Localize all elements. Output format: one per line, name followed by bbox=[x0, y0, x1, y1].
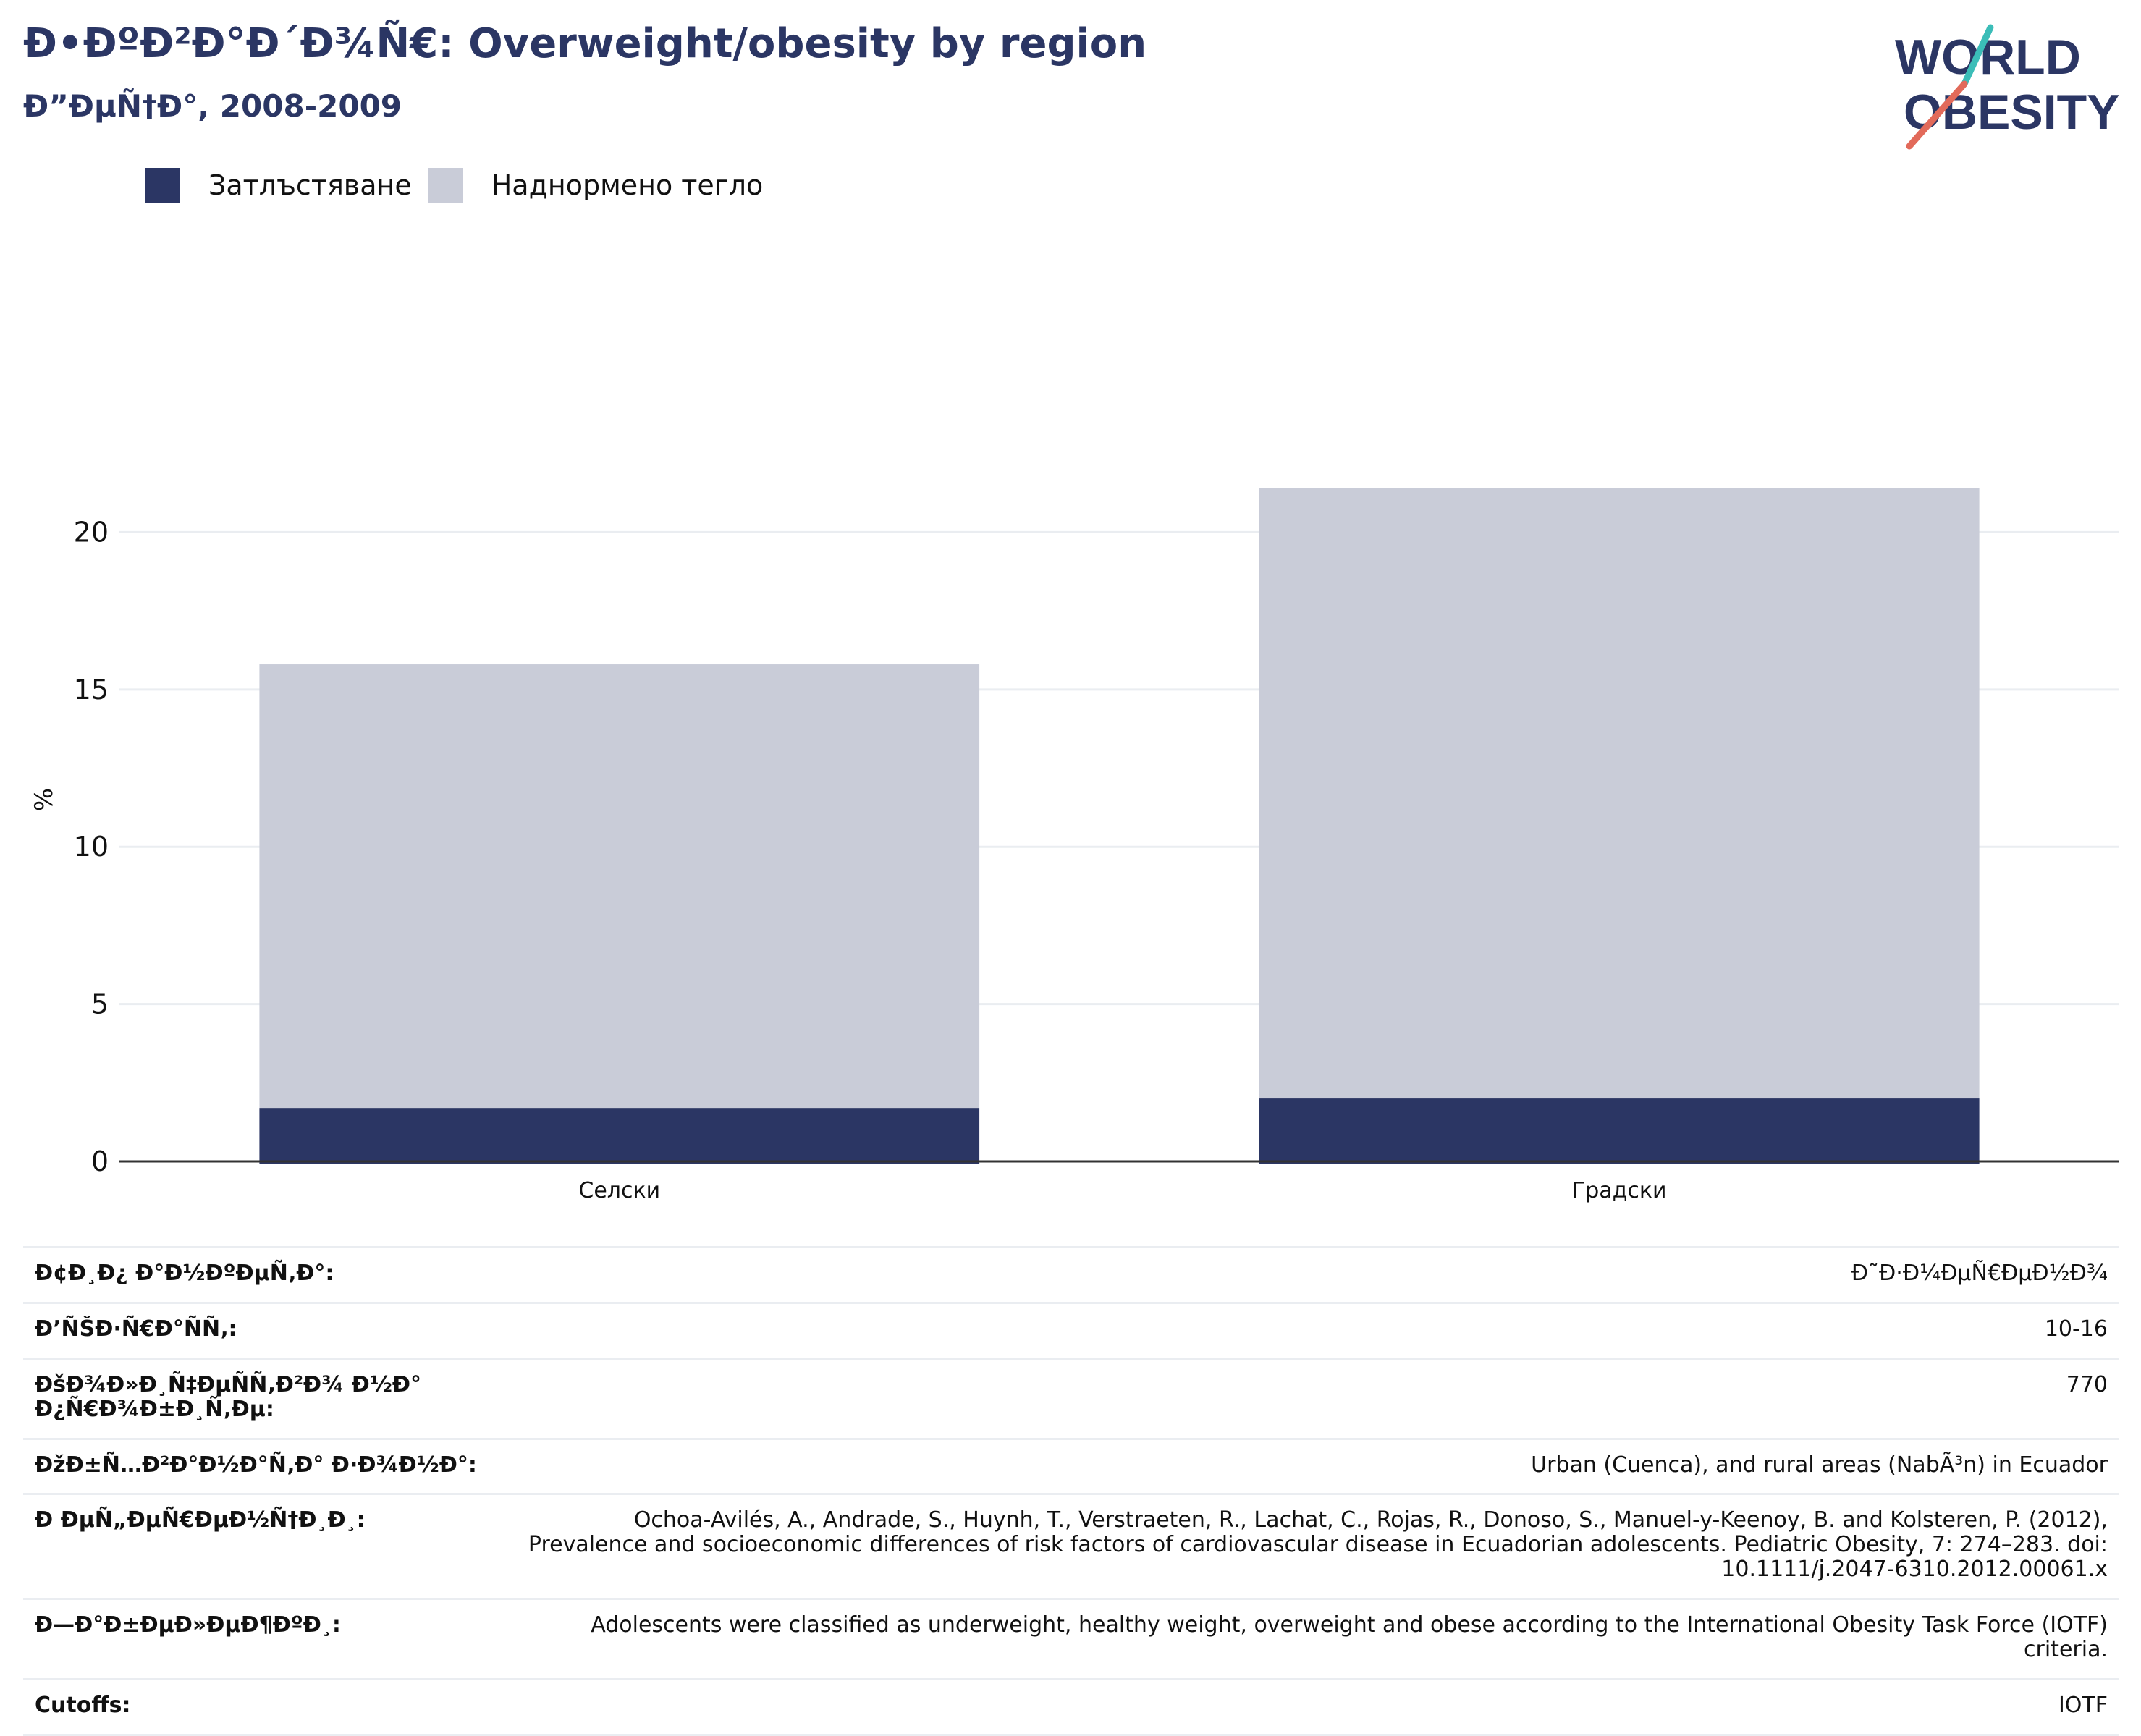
bar-obesity bbox=[259, 1108, 980, 1164]
chart-title: Ð•ÐºÐ²Ð°Ð´Ð¾Ñ€: Overweight/obesity by re… bbox=[23, 20, 1147, 67]
world-obesity-logo: WORLD OBESITY bbox=[1895, 24, 2120, 150]
y-tick-label: 5 bbox=[91, 988, 109, 1020]
metadata-value: Ð˜Ð·Ð¼ÐµÑ€ÐµÐ½Ð¾ bbox=[510, 1246, 2119, 1303]
y-tick-label: 20 bbox=[74, 516, 109, 548]
metadata-value: Adolescents were classified as underweig… bbox=[510, 1598, 2119, 1680]
legend-swatch-obesity bbox=[145, 168, 180, 203]
stacked-bar-chart: 0 5 10 15 20% Селски Градски bbox=[30, 488, 2119, 1203]
metadata-value: Ochoa-Avilés, A., Andrade, S., Huynh, T.… bbox=[510, 1493, 2119, 1599]
metadata-value: 10-16 bbox=[510, 1301, 2119, 1359]
legend-label-overweight: Наднормено тегло bbox=[491, 169, 764, 201]
metadata-value: 770 bbox=[510, 1357, 2119, 1439]
bar-overweight bbox=[1259, 488, 1980, 1099]
legend: Затлъстяване Наднормено тегло bbox=[145, 168, 779, 203]
metadata-key: Ð—Ð°Ð±ÐµÐ»ÐµÐ¶ÐºÐ¸: bbox=[23, 1598, 510, 1680]
metadata-key: Cutoffs: bbox=[23, 1677, 510, 1736]
metadata-row: Ð—Ð°Ð±ÐµÐ»ÐµÐ¶ÐºÐ¸: Adolescents were clas… bbox=[23, 1598, 2119, 1680]
metadata-value: Urban (Cuenca), and rural areas (NabÃ³n)… bbox=[510, 1437, 2119, 1494]
metadata-key: Ð¢Ð¸Ð¿ Ð°Ð½ÐºÐµÑ‚Ð°: bbox=[23, 1246, 510, 1303]
metadata-row: Ð’ÑŠÐ·Ñ€Ð°ÑÑ‚: 10-16 bbox=[23, 1301, 2119, 1359]
y-tick-label: 15 bbox=[74, 674, 109, 706]
metadata-key: Ð’ÑŠÐ·Ñ€Ð°ÑÑ‚: bbox=[23, 1301, 510, 1359]
legend-label-obesity: Затлъстяване bbox=[208, 169, 412, 201]
bar-obesity bbox=[1259, 1098, 1980, 1164]
y-tick-label: 10 bbox=[74, 831, 109, 863]
metadata-row: Ð¢Ð¸Ð¿ Ð°Ð½ÐºÐµÑ‚Ð°: Ð˜Ð·Ð¼ÐµÑ€ÐµÐ½Ð¾ bbox=[23, 1246, 2119, 1303]
chart-subtitle: Ð”ÐµÑ†Ð°, 2008-2009 bbox=[23, 88, 402, 124]
metadata-key: Ð ÐµÑ„ÐµÑ€ÐµÐ½Ñ†Ð¸Ð¸: bbox=[23, 1493, 510, 1599]
x-tick-label: Градски bbox=[1572, 1178, 1667, 1203]
metadata-row: ÐžÐ±Ñ…Ð²Ð°Ð½Ð°Ñ‚Ð° Ð·Ð¾Ð½Ð°: Urban (Cuenc… bbox=[23, 1437, 2119, 1494]
metadata-row: Ð ÐµÑ„ÐµÑ€ÐµÐ½Ñ†Ð¸Ð¸: Ochoa-Avilés, A., A… bbox=[23, 1493, 2119, 1599]
metadata-row: ÐšÐ¾Ð»Ð¸Ñ‡ÐµÑÑ‚Ð²Ð¾ Ð½Ð° Ð¿Ñ€Ð¾Ð±Ð¸Ñ‚Ðµ:… bbox=[23, 1357, 2119, 1439]
legend-swatch-overweight bbox=[427, 168, 463, 203]
metadata-key: ÐžÐ±Ñ…Ð²Ð°Ð½Ð°Ñ‚Ð° Ð·Ð¾Ð½Ð°: bbox=[23, 1437, 510, 1494]
metadata-key: ÐšÐ¾Ð»Ð¸Ñ‡ÐµÑÑ‚Ð²Ð¾ Ð½Ð° Ð¿Ñ€Ð¾Ð±Ð¸Ñ‚Ðµ: bbox=[23, 1357, 510, 1439]
x-tick-label: Селски bbox=[578, 1178, 660, 1203]
y-axis-label: % bbox=[30, 788, 59, 811]
bar-overweight bbox=[259, 664, 980, 1109]
metadata-value: IOTF bbox=[510, 1677, 2119, 1736]
y-tick-label: 0 bbox=[91, 1146, 109, 1177]
metadata-row: Cutoffs: IOTF bbox=[23, 1677, 2119, 1736]
metadata-table: Ð¢Ð¸Ð¿ Ð°Ð½ÐºÐµÑ‚Ð°: Ð˜Ð·Ð¼ÐµÑ€ÐµÐ½Ð¾ Ð’ÑŠ… bbox=[23, 1246, 2119, 1736]
